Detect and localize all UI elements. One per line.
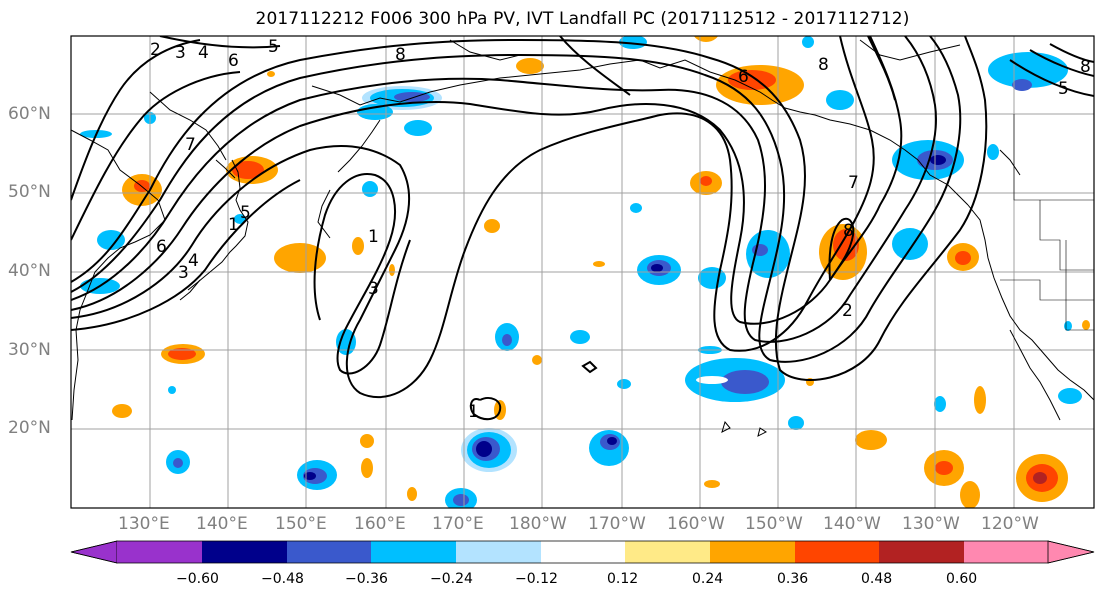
colorbar-bin	[70, 540, 118, 564]
contour-label: 5	[1058, 79, 1069, 99]
colorbar-bin	[625, 541, 710, 563]
colorbar-bin	[541, 541, 625, 563]
colorbar-outline	[70, 540, 1095, 564]
contour-label: 3	[178, 263, 189, 283]
colorbar-tick-label: −0.12	[515, 571, 558, 587]
contour-label: 6	[228, 51, 239, 71]
contour-label: 1	[468, 402, 479, 422]
colorbar-bin	[795, 541, 879, 563]
colorbar-bin	[1047, 540, 1095, 564]
contour-label: 8	[395, 45, 406, 65]
map-title: 2017112212 F006 300 hPa PV, IVT Landfall…	[255, 9, 910, 29]
contour-label: 6	[156, 237, 167, 257]
colorbar	[70, 540, 1095, 564]
lon-label-150w: 150°W	[745, 514, 803, 534]
contour-label: 6	[738, 67, 749, 87]
colorbar-bin	[879, 541, 964, 563]
colorbar-tick-label: 0.48	[861, 571, 893, 587]
contour-label: 7	[848, 173, 859, 193]
colorbar-bin	[710, 541, 795, 563]
lat-label-50n: 50°N	[8, 182, 51, 202]
lon-label-160e: 160°E	[354, 514, 406, 534]
lat-label-40n: 40°N	[8, 261, 51, 281]
contour-label: 7	[185, 135, 196, 155]
map-field: 2 3 4 5 6 7 8 1 5 6 4 3 1 3 1 6 8 8 7 8 …	[71, 36, 1094, 508]
colorbar-tick-label: 0.12	[607, 571, 639, 587]
contour-label: 5	[268, 37, 279, 57]
contour-label: 8	[1080, 57, 1091, 77]
lon-label-170e: 170°E	[432, 514, 484, 534]
contour-label: 3	[368, 279, 379, 299]
contour-label: 8	[843, 221, 854, 241]
colorbar-tick-label: 0.24	[692, 571, 724, 587]
lon-label-140w: 140°W	[823, 514, 881, 534]
colorbar-tick-label: −0.60	[176, 571, 219, 587]
colorbar-bin	[964, 541, 1048, 563]
colorbar-tick-label: −0.36	[345, 571, 388, 587]
contour-label: 8	[818, 55, 829, 75]
pv-fill-negative	[80, 36, 1082, 508]
contour-label: 4	[188, 251, 199, 271]
contour-label: 3	[175, 43, 186, 63]
lat-label-60n: 60°N	[8, 104, 51, 124]
pv-fill-positive	[112, 36, 1090, 508]
lon-label-130w: 130°W	[902, 514, 960, 534]
colorbar-bin	[287, 541, 371, 563]
contour-label: 2	[842, 301, 853, 321]
lon-label-160w: 160°W	[667, 514, 725, 534]
contour-label: 2	[150, 40, 161, 60]
colorbar-tick-label: 0.36	[777, 571, 809, 587]
contours	[71, 36, 1094, 421]
colorbar-bin	[202, 541, 287, 563]
colorbar-tick-label: −0.48	[261, 571, 304, 587]
lon-label-140e: 140°E	[196, 514, 248, 534]
lon-label-170w: 170°W	[588, 514, 646, 534]
colorbar-bin	[371, 541, 456, 563]
lon-label-120w: 120°W	[981, 514, 1039, 534]
lon-label-180w: 180°W	[509, 514, 567, 534]
lon-label-130e: 130°E	[118, 514, 170, 534]
colorbar-bin	[117, 541, 202, 563]
map-frame	[70, 35, 1095, 509]
colorbar-bin	[456, 541, 541, 563]
contour-label: 1	[228, 215, 239, 235]
contour-label: 1	[368, 227, 379, 247]
colorbar-tick-label: −0.24	[430, 571, 473, 587]
political-borders	[1000, 114, 1094, 331]
lat-label-20n: 20°N	[8, 418, 51, 438]
contour-label: 5	[240, 203, 251, 223]
lon-label-150e: 150°E	[275, 514, 327, 534]
contour-label: 4	[198, 43, 209, 63]
lat-label-30n: 30°N	[8, 340, 51, 360]
colorbar-tick-label: 0.60	[946, 571, 978, 587]
contour-labels: 2 3 4 5 6 7 8 1 5 6 4 3 1 3 1 6 8 8 7 8 …	[150, 37, 1091, 422]
